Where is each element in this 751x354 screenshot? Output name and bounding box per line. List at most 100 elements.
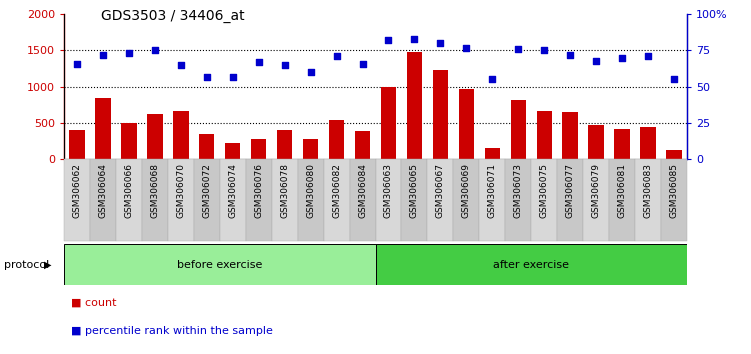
Text: GSM306080: GSM306080 — [306, 163, 315, 218]
Bar — [562, 112, 578, 159]
Bar — [329, 120, 344, 159]
Bar — [376, 244, 687, 285]
Point — [564, 52, 576, 58]
Point — [330, 53, 342, 59]
Bar — [277, 130, 292, 159]
Point — [252, 59, 264, 65]
Bar — [303, 139, 318, 159]
Text: GSM306074: GSM306074 — [228, 163, 237, 218]
Text: GSM306068: GSM306068 — [150, 163, 159, 218]
Point — [487, 77, 499, 82]
Bar — [199, 134, 215, 159]
Bar — [225, 143, 240, 159]
Text: protocol: protocol — [4, 259, 49, 270]
Text: GSM306063: GSM306063 — [384, 163, 393, 218]
Bar — [454, 159, 479, 241]
Bar — [584, 159, 609, 241]
Text: ■ count: ■ count — [71, 298, 117, 308]
Bar — [614, 129, 630, 159]
Bar — [459, 89, 474, 159]
Bar — [142, 159, 167, 241]
Point — [149, 48, 161, 53]
Text: GSM306079: GSM306079 — [592, 163, 601, 218]
Bar — [121, 123, 137, 159]
Bar — [272, 159, 297, 241]
Point — [642, 53, 654, 59]
Bar — [505, 159, 532, 241]
Bar — [376, 159, 402, 241]
Text: after exercise: after exercise — [493, 259, 569, 270]
Bar — [251, 139, 267, 159]
Text: GSM306085: GSM306085 — [670, 163, 679, 218]
Bar — [69, 130, 85, 159]
Point — [227, 74, 239, 79]
Text: GSM306064: GSM306064 — [98, 163, 107, 218]
Point — [357, 61, 369, 66]
Point — [460, 45, 472, 50]
Point — [97, 52, 109, 58]
Bar — [402, 159, 427, 241]
Bar — [194, 159, 220, 241]
Bar — [173, 111, 189, 159]
Bar — [354, 131, 370, 159]
Bar — [536, 112, 552, 159]
Text: GSM306072: GSM306072 — [202, 163, 211, 218]
Text: GSM306069: GSM306069 — [462, 163, 471, 218]
Point — [668, 77, 680, 82]
Bar — [661, 159, 687, 241]
Bar — [167, 159, 194, 241]
Text: GSM306081: GSM306081 — [618, 163, 627, 218]
Bar — [116, 159, 142, 241]
Point — [409, 36, 421, 42]
Bar — [427, 159, 454, 241]
Bar — [511, 100, 526, 159]
Point — [434, 40, 446, 46]
Bar — [532, 159, 557, 241]
Bar — [147, 114, 162, 159]
Bar — [609, 159, 635, 241]
Bar — [557, 159, 584, 241]
Bar — [297, 159, 324, 241]
Text: GSM306073: GSM306073 — [514, 163, 523, 218]
Bar — [666, 149, 682, 159]
Text: GSM306071: GSM306071 — [488, 163, 497, 218]
Bar — [407, 52, 422, 159]
Text: before exercise: before exercise — [177, 259, 262, 270]
Text: GSM306077: GSM306077 — [566, 163, 575, 218]
Bar — [95, 98, 110, 159]
Text: GSM306084: GSM306084 — [358, 163, 367, 218]
Point — [382, 38, 394, 43]
Bar — [641, 127, 656, 159]
Text: GSM306076: GSM306076 — [254, 163, 263, 218]
Bar — [479, 159, 505, 241]
Text: GSM306067: GSM306067 — [436, 163, 445, 218]
Bar — [589, 125, 604, 159]
Bar — [90, 159, 116, 241]
Bar — [349, 159, 376, 241]
Point — [122, 51, 134, 56]
Point — [617, 55, 629, 61]
Point — [71, 61, 83, 66]
Point — [279, 62, 291, 68]
Text: GSM306062: GSM306062 — [72, 163, 81, 218]
Text: GSM306070: GSM306070 — [176, 163, 185, 218]
Bar — [433, 70, 448, 159]
Text: GSM306083: GSM306083 — [644, 163, 653, 218]
Bar — [64, 244, 376, 285]
Bar — [324, 159, 349, 241]
Text: GSM306078: GSM306078 — [280, 163, 289, 218]
Text: GSM306082: GSM306082 — [332, 163, 341, 218]
Point — [512, 46, 524, 52]
Text: GSM306065: GSM306065 — [410, 163, 419, 218]
Bar — [64, 159, 90, 241]
Point — [305, 69, 317, 75]
Bar — [381, 87, 397, 159]
Bar — [220, 159, 246, 241]
Bar — [635, 159, 661, 241]
Text: ■ percentile rank within the sample: ■ percentile rank within the sample — [71, 326, 273, 336]
Text: GSM306066: GSM306066 — [124, 163, 133, 218]
Point — [175, 62, 187, 68]
Point — [538, 48, 550, 53]
Text: GSM306075: GSM306075 — [540, 163, 549, 218]
Bar — [246, 159, 272, 241]
